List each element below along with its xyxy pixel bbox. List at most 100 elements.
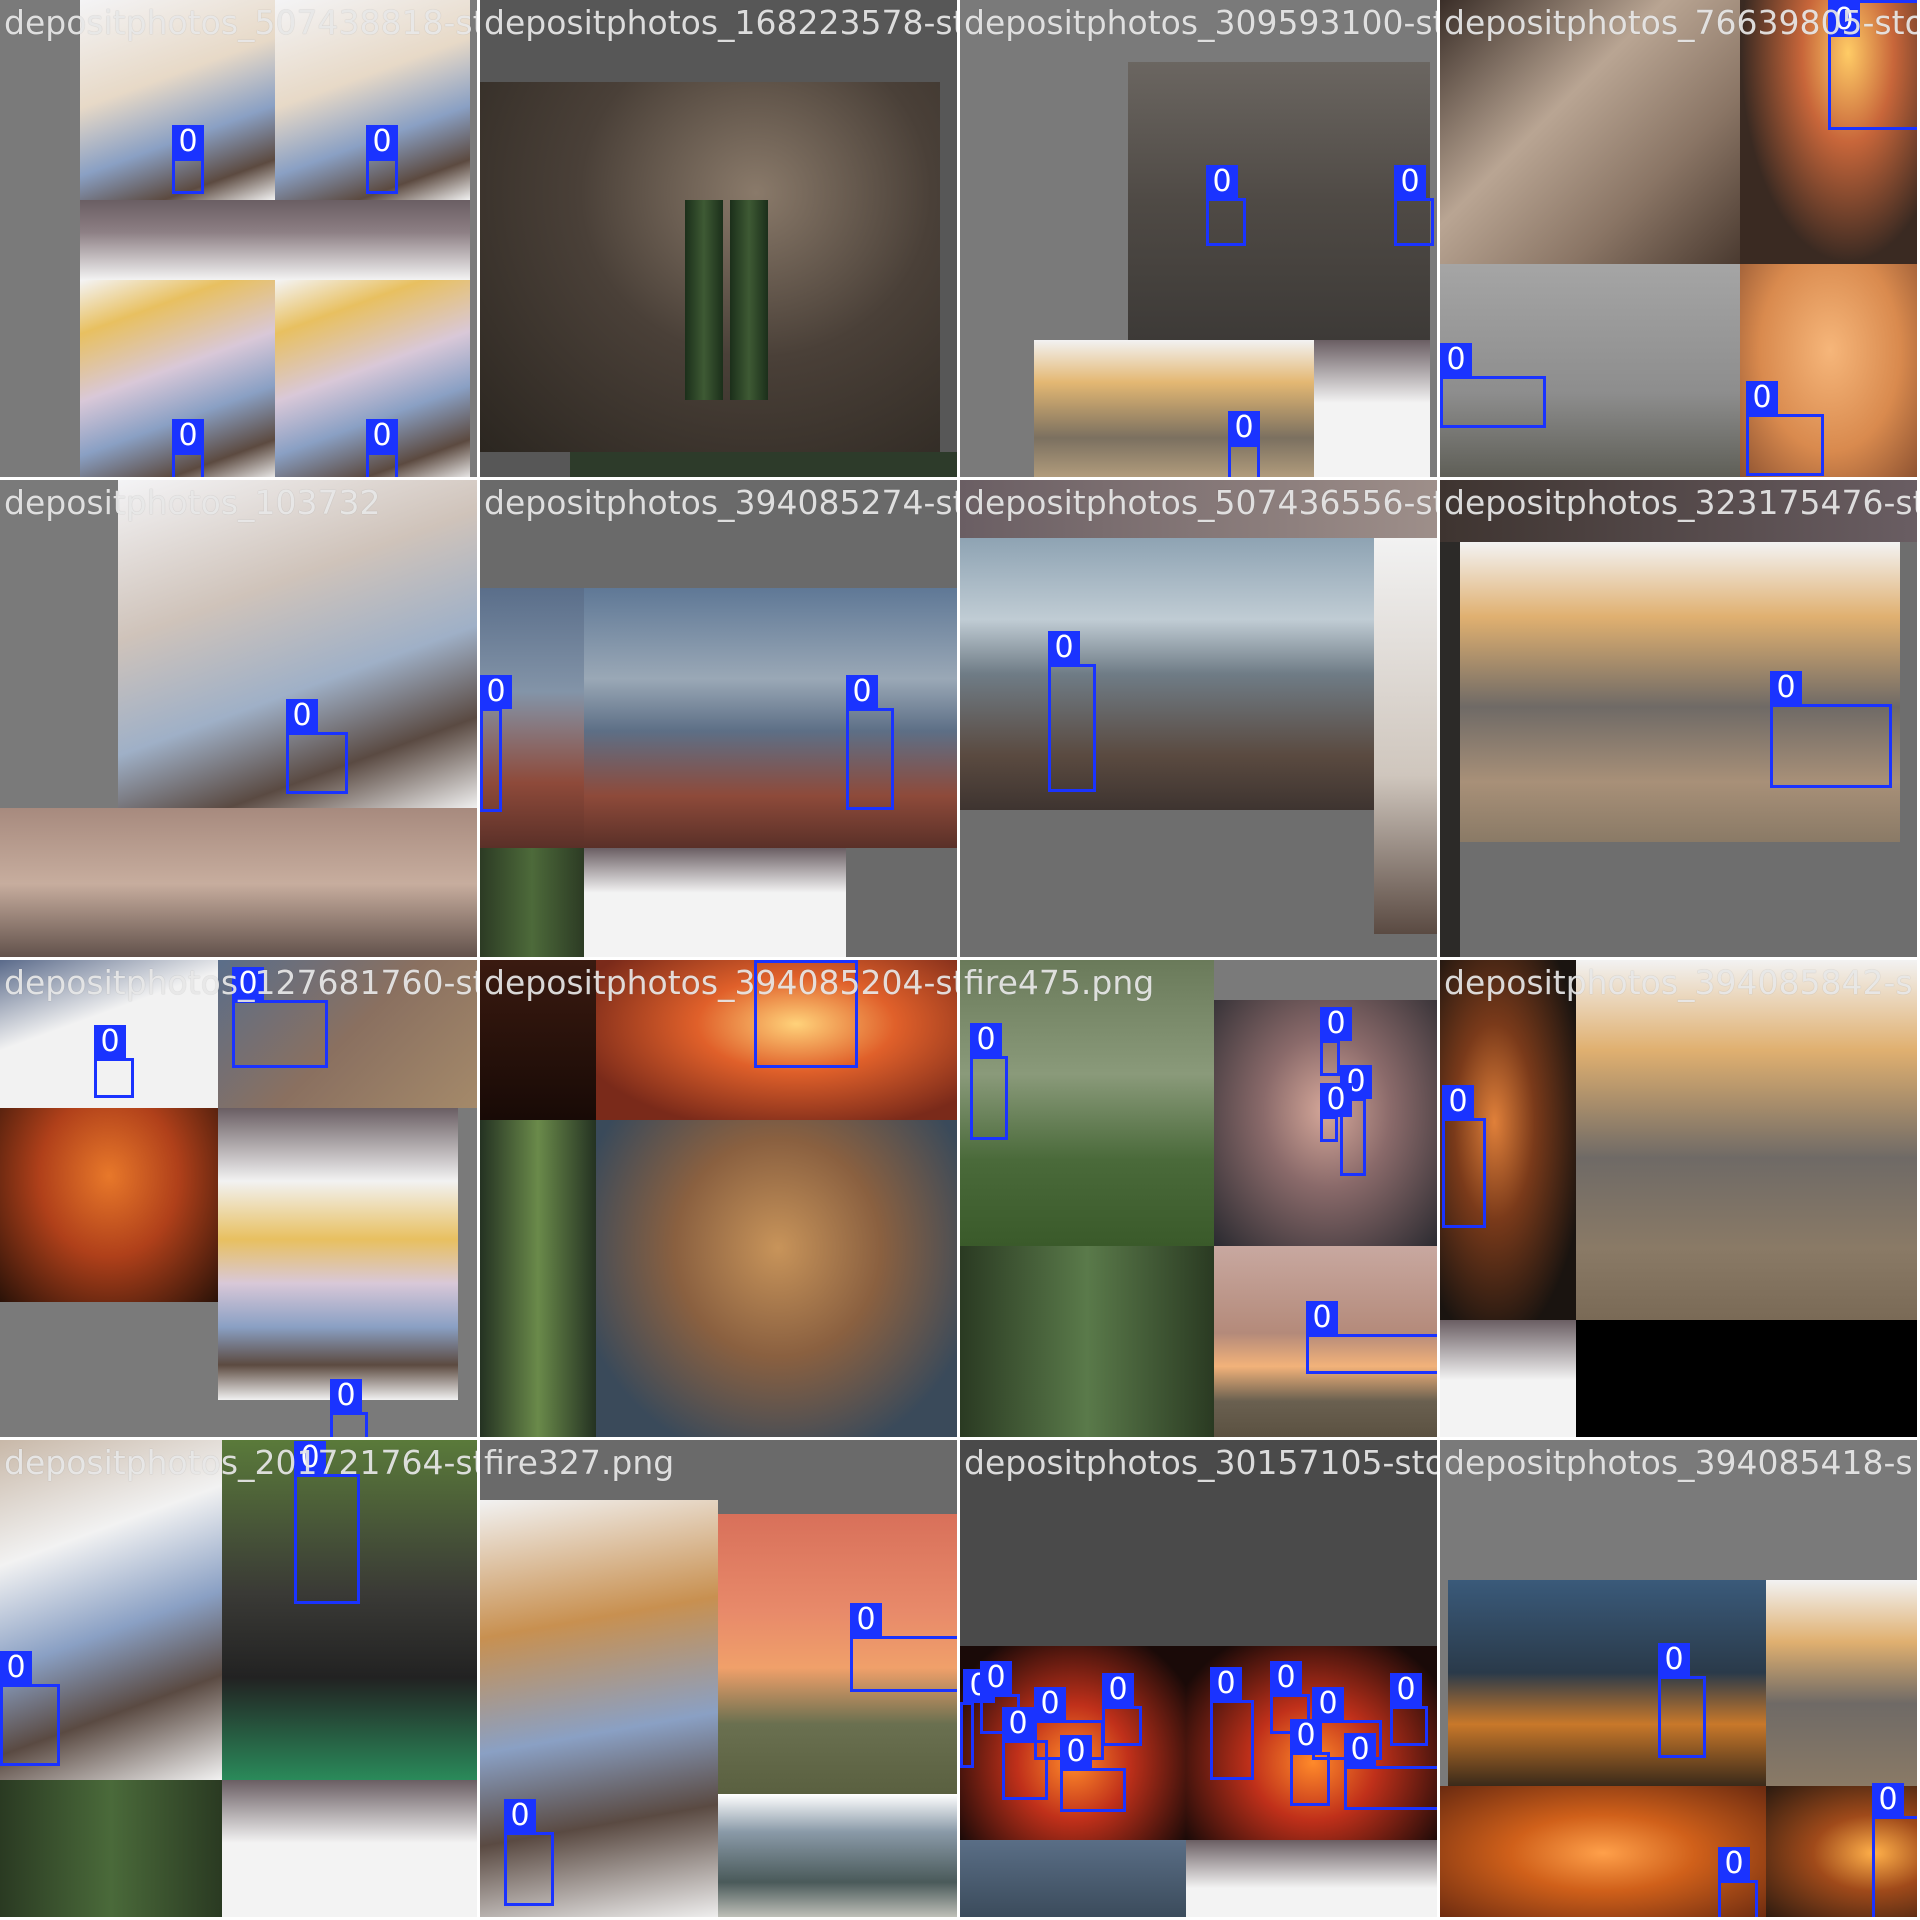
mosaic-tile: 0 depositphotos_394085842-s: [1440, 960, 1920, 1440]
mosaic-tile: 0 0 0 depositphotos_76639805-stock-photo…: [1440, 0, 1920, 480]
tile-filename: depositphotos_394085204-stock-photo-fami: [484, 963, 960, 1002]
detection-box: 0: [94, 1025, 134, 1098]
photo-field-fire: [718, 1514, 960, 1794]
detection-label: 0: [172, 125, 204, 159]
detection-label: 0: [294, 1441, 326, 1475]
photo-forest: [0, 1780, 222, 1920]
detection-box: 0: [1658, 1643, 1706, 1758]
photo-strip-top: [1440, 480, 1920, 542]
tile-filename: fire327.png: [484, 1443, 675, 1482]
detection-box: 0: [1320, 1083, 1352, 1142]
detection-box: 0: [1048, 631, 1096, 792]
tile-filename: depositphotos_507436556-stock-photo-happ: [964, 483, 1440, 522]
photo-couple-snow: [0, 1440, 222, 1780]
detection-label: 0: [980, 1661, 1012, 1695]
tile-filename: depositphotos_394085842-s: [1444, 963, 1913, 1002]
detection-label: 0: [172, 419, 204, 453]
detection-label: 0: [1746, 381, 1778, 415]
detection-label: 0: [1206, 165, 1238, 199]
detection-box: 0: [1746, 381, 1824, 476]
photo-couple-snow: [275, 0, 470, 200]
detection-box: 0: [970, 1023, 1008, 1140]
mosaic-tile: 0 0 0 depositphotos_309593100-stock-phot…: [960, 0, 1440, 480]
tile-filename: depositphotos_103732: [4, 483, 381, 522]
tile-filename: depositphotos_127681760-stock-photo-fami: [4, 963, 480, 1002]
tile-filename: depositphotos_323175476-stock-photo-high: [1444, 483, 1920, 522]
photo-foggy-field: [1440, 264, 1740, 480]
photo-forest-strip: [570, 452, 960, 480]
tile-filename: fire475.png: [964, 963, 1155, 1002]
photo-lake-shore: [480, 588, 584, 848]
detection-box: 0: [232, 967, 328, 1068]
photo-bottle: [685, 200, 723, 400]
mosaic-tile: 0 0 0 depositphotos_394085418-s: [1440, 1440, 1920, 1920]
detection-label: 0: [330, 1379, 362, 1413]
detection-label: 0: [1718, 1847, 1750, 1881]
detection-box: 0: [1440, 343, 1546, 428]
photo-lake-people: [960, 1840, 1186, 1920]
detection-label: 0: [1060, 1735, 1092, 1769]
detection-box: 0: [0, 1651, 60, 1766]
detection-label: 0: [504, 1799, 536, 1833]
detection-box: 0: [504, 1799, 554, 1906]
detection-label: 0: [1872, 1783, 1904, 1817]
detection-label: 0: [1320, 1007, 1352, 1041]
detection-label: 0: [1344, 1733, 1376, 1767]
tile-filename: depositphotos_168223578-stock-photo-coup…: [484, 3, 960, 42]
tile-filename: depositphotos_30157105-stock-photo-burni: [964, 1443, 1440, 1482]
mosaic-tile: 0 0 0 0 0 fire475.png: [960, 960, 1440, 1440]
detection-box: 0: [1306, 1301, 1440, 1374]
detection-box: 0: [1312, 1687, 1382, 1760]
photo-burning-night: [0, 1108, 218, 1302]
photo-grill-park: [222, 1440, 480, 1780]
detection-box: 0: [1290, 1719, 1330, 1806]
detection-label: 0: [232, 967, 264, 1001]
photo-couple-snow: [218, 1108, 458, 1400]
photo-bottles-campfire: [596, 1120, 960, 1440]
detection-label: 0: [1034, 1687, 1066, 1721]
detection-box: 0: [1390, 1673, 1428, 1746]
detection-box: 0: [1718, 1847, 1758, 1920]
photo-couple-campfire-lake: [1448, 1580, 1766, 1786]
photo-fire-smoke: [1740, 264, 1920, 480]
photo-strip-left: [1440, 542, 1460, 960]
photo-woman-blanket: [1440, 0, 1740, 264]
detection-label: 0: [850, 1603, 882, 1637]
detection-box: 0: [172, 419, 204, 480]
detection-label: 0: [1210, 1667, 1242, 1701]
detection-label: 0: [1290, 1719, 1322, 1753]
photo-fence-snow: [1314, 340, 1430, 480]
tile-filename: depositphotos_394085274-stock-photo-fire: [484, 483, 960, 522]
photo-fence-snow: [1186, 1840, 1440, 1920]
detection-box: 0: [960, 1669, 995, 1768]
detection-label: 0: [1442, 1085, 1474, 1119]
detection-label: 0: [366, 125, 398, 159]
detection-label: 0: [846, 675, 878, 709]
detection-label: 0: [366, 419, 398, 453]
detection-label: 0: [1828, 3, 1860, 37]
detection-label: 0: [94, 1025, 126, 1059]
photo-field-fire: [1214, 1246, 1440, 1440]
mosaic-tile: 0 0 depositphotos_201721764-stock-photo-…: [0, 1440, 480, 1920]
detection-label: 0: [1394, 165, 1426, 199]
detection-box: 0: [1206, 165, 1246, 246]
detection-box: 0: [1770, 671, 1892, 788]
detection-label: 0: [1312, 1687, 1344, 1721]
detection-box: 0: [1002, 1707, 1048, 1800]
detection-label: 0: [1048, 631, 1080, 665]
detection-label: 0: [480, 675, 512, 709]
detection-box: 0: [754, 960, 858, 1068]
photo-car-mirror: [718, 1794, 960, 1920]
detection-box: 0: [846, 675, 894, 810]
photo-men-park: [960, 960, 1214, 1246]
detection-box: 0: [1320, 1007, 1352, 1076]
detection-box: 0: [1442, 1085, 1486, 1228]
detection-label: 0: [286, 699, 318, 733]
detection-label: 0: [1658, 1643, 1690, 1677]
detection-box: 0: [366, 419, 398, 480]
mosaic-tile: 0 0 0 0 0 0 0 0 0 0 0 0 depositphotos_30…: [960, 1440, 1440, 1920]
detection-box: 0: [1102, 1673, 1142, 1746]
photo-strip-top: [960, 480, 1440, 538]
photo-man-snow: [480, 1500, 718, 1920]
